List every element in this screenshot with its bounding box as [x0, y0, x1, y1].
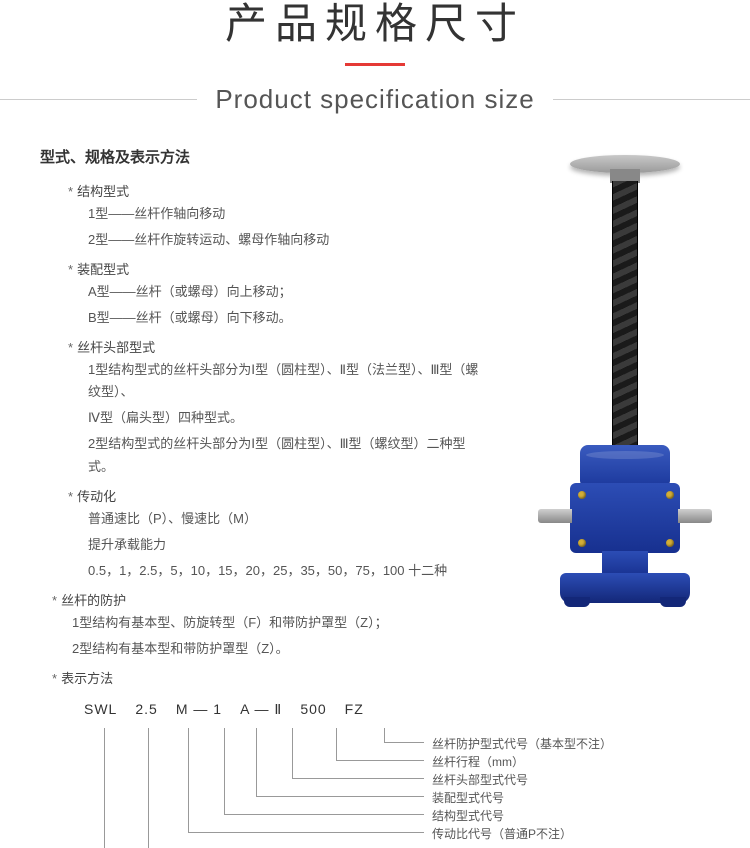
protection-title: *丝杆的防护: [40, 590, 480, 612]
screw-shaft-icon: [612, 181, 638, 461]
bolt-icon: [666, 491, 674, 499]
structure-title: *结构型式: [40, 181, 480, 203]
hline-2: [336, 760, 424, 761]
hline-3: [292, 778, 424, 779]
head-title-text: 丝杆头部型式: [77, 340, 155, 355]
assembly-line1: A型——丝杆（或螺母）向上移动；: [40, 281, 480, 303]
main-title: 产品规格尺寸: [0, 0, 750, 51]
input-shaft-left-icon: [538, 509, 572, 523]
vline-1: [104, 728, 105, 848]
input-shaft-right-icon: [678, 509, 712, 523]
transmission-title-text: 传动化: [77, 489, 116, 504]
bolt-icon: [578, 491, 586, 499]
vline-3: [188, 728, 189, 832]
notation-diagram: 丝杆防护型式代号（基本型不注） 丝杆行程（mm） 丝杆头部型式代号 装配型式代号…: [84, 728, 480, 848]
hline-6: [188, 832, 424, 833]
transmission-line3: 0.5，1，2.5，5，10，15，20，25，35，50，75，100 十二种: [40, 560, 480, 582]
transmission-line2: 提升承载能力: [40, 534, 480, 556]
gearbox-body-icon: [570, 483, 680, 553]
code-row: SWL 2.5 M — 1 A — Ⅱ 500 FZ: [84, 698, 480, 722]
notation-title: *表示方法: [40, 668, 480, 690]
bolt-icon: [666, 539, 674, 547]
divider-left: [0, 99, 197, 100]
structure-title-text: 结构型式: [77, 184, 129, 199]
vline-7: [336, 728, 337, 760]
code-ratio: M — 1: [176, 698, 222, 722]
code-protect: FZ: [345, 698, 364, 722]
vline-2: [148, 728, 149, 848]
code-swl: SWL: [84, 698, 117, 722]
vline-8: [384, 728, 385, 742]
subtitle-row: Product specification size: [0, 84, 750, 115]
transmission-line1: 普通速比（P）、慢速比（M）: [40, 508, 480, 530]
code-ratio-m: M: [176, 701, 189, 717]
vline-4: [224, 728, 225, 814]
structure-line1: 1型——丝杆作轴向移动: [40, 203, 480, 225]
content-area: 型式、规格及表示方法 *结构型式 1型——丝杆作轴向移动 2型——丝杆作旋转运动…: [0, 145, 750, 848]
gearbox-top-icon: [580, 445, 670, 485]
notation-title-text: 表示方法: [61, 671, 113, 686]
code-assembly: A — Ⅱ: [240, 698, 282, 722]
head-line3: 2型结构型式的丝杆头部分为Ⅰ型（圆柱型）、Ⅲ型（螺纹型）二种型式。: [40, 433, 480, 477]
section-title: 型式、规格及表示方法: [40, 145, 480, 171]
transmission-title: *传动化: [40, 486, 480, 508]
code-head: Ⅱ: [274, 701, 282, 717]
hline-5: [224, 814, 424, 815]
protection-line2: 2型结构有基本型和带防护罩型（Z）。: [40, 638, 480, 660]
assembly-line2: B型——丝杆（或螺母）向下移动。: [40, 307, 480, 329]
head-title: *丝杆头部型式: [40, 337, 480, 359]
spec-text: 型式、规格及表示方法 *结构型式 1型——丝杆作轴向移动 2型——丝杆作旋转运动…: [40, 145, 480, 848]
assembly-title-text: 装配型式: [77, 262, 129, 277]
structure-line2: 2型——丝杆作旋转运动、螺母作轴向移动: [40, 229, 480, 251]
protection-line1: 1型结构有基本型、防旋转型（F）和带防护罩型（Z）；: [40, 612, 480, 634]
hline-1: [384, 742, 424, 743]
vline-5: [256, 728, 257, 796]
subtitle: Product specification size: [215, 84, 534, 115]
notation-block: SWL 2.5 M — 1 A — Ⅱ 500 FZ: [40, 698, 480, 848]
product-illustration: [480, 145, 710, 615]
assembly-title: *装配型式: [40, 259, 480, 281]
title-underline: [345, 63, 405, 66]
code-capacity: 2.5: [135, 698, 157, 722]
label-ratio: 传动比代号（普通P不注）: [432, 824, 572, 844]
head-line1: 1型结构型式的丝杆头部分为Ⅰ型（圆柱型）、Ⅱ型（法兰型）、Ⅲ型（螺纹型）、: [40, 359, 480, 403]
bolt-icon: [578, 539, 586, 547]
code-struct: 1: [213, 701, 222, 717]
head-line2: Ⅳ型（扁头型）四种型式。: [40, 407, 480, 429]
protection-title-text: 丝杆的防护: [61, 593, 126, 608]
base-icon: [560, 573, 690, 603]
hline-4: [256, 796, 424, 797]
vline-6: [292, 728, 293, 778]
code-a: A: [240, 701, 250, 717]
code-stroke: 500: [300, 698, 326, 722]
divider-right: [553, 99, 750, 100]
